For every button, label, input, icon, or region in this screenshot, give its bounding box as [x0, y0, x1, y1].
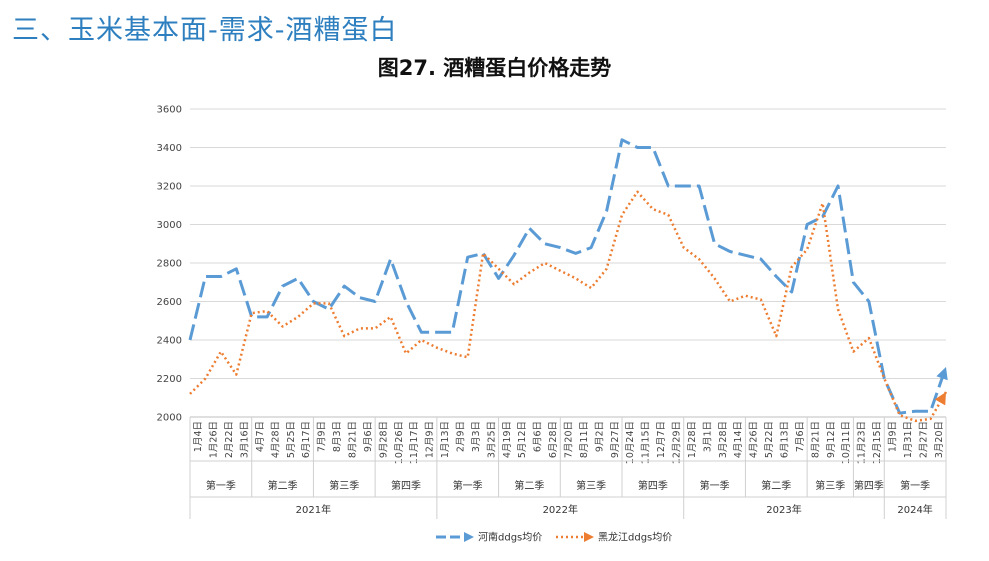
quarter-label: 第一季	[453, 479, 483, 492]
x-tick-label: 4月7日	[255, 421, 266, 452]
x-tick-label: 4月19日	[502, 421, 513, 458]
x-axis: 1月4日 1月26日 2月22日 3月16日 4月7日 4月28日 5月25日 6月17日 7月…	[193, 421, 945, 464]
x-tick-label: 9月12日	[826, 421, 837, 458]
quarter-label: 第四季	[638, 479, 668, 492]
x-tick-label: 9月28日	[378, 421, 389, 458]
x-tick-label: 12月7日	[656, 421, 667, 458]
x-tick-label: 6月17日	[301, 421, 312, 458]
y-tick-label: 2800	[157, 259, 182, 270]
quarter-label: 第三季	[815, 479, 845, 492]
x-tick-label: 1月28日	[687, 421, 698, 458]
x-tick-label: 3月28日	[718, 421, 729, 458]
quarter-label: 第四季	[391, 479, 421, 492]
quarter-label: 第二季	[514, 479, 544, 492]
series-line-1	[188, 138, 948, 415]
x-tick-label: 5月25日	[286, 421, 297, 458]
y-tick-label: 2400	[157, 336, 182, 347]
x-tick-label: 12月29日	[672, 421, 683, 464]
y-tick-label: 3600	[157, 105, 182, 116]
quarter-label: 第三季	[329, 479, 359, 492]
x-tick-label: 10月24日	[625, 421, 636, 464]
x-tick-label: 1月26日	[209, 421, 220, 458]
x-tick-label: 9月27日	[610, 421, 621, 458]
x-tick-label: 9月2日	[594, 421, 605, 452]
y-tick-label: 3200	[157, 182, 182, 193]
legend-arrow-1	[464, 532, 474, 542]
x-tick-label: 1月13日	[440, 421, 451, 458]
year-label: 2023年	[766, 503, 801, 516]
x-tick-label: 7月20日	[564, 421, 575, 458]
x-tick-label: 6月6日	[533, 421, 544, 452]
x-tick-label: 8月11日	[579, 421, 590, 458]
x-tick-label: 12月9日	[425, 421, 436, 458]
quarter-label: 第一季	[700, 479, 730, 492]
x-tick-label: 2月27日	[918, 421, 929, 458]
section-title: 三、玉米基本面-需求-酒糟蛋白	[12, 15, 398, 46]
y-axis: 2000 2200 2400 2600 2800 3000 3200 3400 3600	[157, 105, 182, 424]
quarter-label: 第一季	[206, 479, 236, 492]
x-tick-label: 3月20日	[934, 421, 945, 458]
x-tick-label: 8月3日	[332, 421, 343, 452]
x-tick-label: 11月23日	[857, 421, 868, 464]
x-tick-label: 2月9日	[456, 421, 467, 452]
x-tick-label: 1月31日	[903, 421, 914, 458]
x-tick-label: 11月17日	[409, 421, 420, 464]
y-tick-label: 3400	[157, 143, 182, 154]
x-tick-label: 6月28日	[548, 421, 559, 458]
y-tick-label: 3000	[157, 220, 182, 231]
legend-arrow-2	[584, 532, 594, 542]
x-tick-label: 10月11日	[841, 421, 852, 464]
y-tick-label: 2000	[157, 413, 182, 424]
series-lines	[188, 138, 948, 423]
x-tick-label: 4月28日	[270, 421, 281, 458]
x-tick-label: 10月26日	[394, 421, 405, 464]
quarter-label: 第二季	[761, 479, 791, 492]
quarter-label: 第四季	[854, 479, 884, 492]
series-line-2	[189, 190, 948, 423]
legend-label-2: 黑龙江ddgs均价	[598, 531, 672, 544]
x-tick-label: 6月13日	[780, 421, 791, 458]
x-tick-label: 3月25日	[486, 421, 497, 458]
x-tick-label: 4月26日	[749, 421, 760, 458]
x-tick-label: 7月9日	[317, 421, 328, 452]
x-tick-label: 3月1日	[702, 421, 713, 452]
series-arrow-1	[936, 366, 948, 381]
quarter-label: 第一季	[900, 479, 930, 492]
x-tick-label: 5月12日	[517, 421, 528, 458]
series-arrow-2	[934, 391, 946, 406]
x-tick-label: 1月4日	[193, 421, 204, 452]
category-axis-groups: 第一季 第二季 第三季 第四季 第一季 第二季 第三季 第四季 第一季 第二季 第三季 第四季 第一季2…	[189, 417, 947, 519]
quarter-label: 第三季	[576, 479, 606, 492]
x-tick-label: 2月22日	[224, 421, 235, 458]
chart-title: 图27. 酒糟蛋白价格走势	[377, 56, 612, 80]
x-tick-label: 7月6日	[795, 421, 806, 452]
y-tick-label: 2200	[157, 374, 182, 385]
x-tick-label: 8月21日	[810, 421, 821, 458]
x-tick-label: 8月21日	[348, 421, 359, 458]
legend-label-1: 河南ddgs均价	[478, 531, 542, 544]
x-tick-label: 9月6日	[363, 421, 374, 452]
quarter-label: 第二季	[268, 479, 298, 492]
x-tick-label: 3月3日	[471, 421, 482, 452]
x-tick-label: 4月14日	[733, 421, 744, 458]
year-label: 2022年	[543, 503, 578, 516]
x-tick-label: 3月16日	[240, 421, 251, 458]
gridlines	[190, 108, 946, 418]
x-tick-label: 11月15日	[641, 421, 652, 464]
year-label: 2021年	[296, 503, 331, 516]
y-tick-label: 2600	[157, 297, 182, 308]
year-label: 2024年	[897, 503, 932, 516]
x-tick-label: 5月22日	[764, 421, 775, 458]
x-tick-label: 1月9日	[888, 421, 899, 452]
x-tick-label: 12月15日	[872, 421, 883, 464]
legend: 河南ddgs均价 黑龙江ddgs均价	[436, 531, 672, 544]
